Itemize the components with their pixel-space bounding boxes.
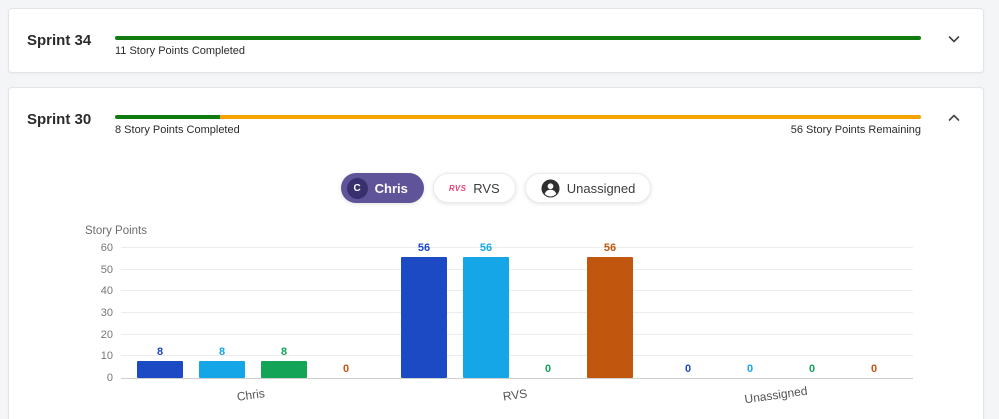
y-tick-label: 10 [100,350,113,363]
y-tick-label: 50 [100,263,113,276]
bar-slot: 0 [851,363,897,378]
sprint-title: Sprint 34 [27,32,92,49]
bar-slot: 8 [261,346,307,378]
unassigned-person-icon [541,178,560,198]
assignee-filter-legend: C Chris RVS RVS Unassigned [9,173,983,203]
bar-slot: 0 [727,363,773,378]
x-category-label: Unassigned [743,383,809,407]
legend-pill-label: Unassigned [566,180,636,196]
page: { "colors": { "completed_green": "#107c1… [0,8,999,419]
progress-completed-segment [115,36,921,40]
y-axis-title: Story Points [85,225,147,237]
rvs-logo-icon: RVS [448,183,467,193]
legend-pill-rvs[interactable]: RVS RVS [432,173,516,203]
bar-slot: 56 [463,242,509,378]
progress-labels: 8 Story Points Completed 56 Story Points… [115,124,921,136]
bar-value-label: 8 [280,345,288,358]
gridline [121,268,913,270]
gridline [121,290,913,292]
progress-bar [115,115,921,119]
bar-value-label: 0 [746,363,754,375]
bar-slot: 8 [199,346,245,378]
bar-slot: 0 [665,363,711,378]
bar-group-unassigned: 0 0 0 0 Unassigned [649,249,913,406]
legend-pill-label: RVS [473,180,500,196]
progress-labels: 11 Story Points Completed [115,45,921,57]
expand-sprint-button[interactable] [939,30,969,51]
gridline [121,312,913,313]
story-points-bar-chart: Story Points 0 10 20 30 40 50 60 8 8 8 0 Chris 56 56 0… [85,225,913,406]
sprint-card-34: Sprint 34 11 Story Points Completed [8,8,984,73]
bar-value-label: 56 [417,241,431,254]
legend-pill-label: Chris [374,180,408,196]
y-tick-label: 60 [100,242,113,254]
bar [137,360,183,378]
bar [199,360,245,378]
gridline [121,333,913,335]
bar-group-chris: 8 8 8 0 Chris [121,249,385,404]
progress-bar [115,36,921,40]
bar-value-label: 8 [218,345,226,358]
bar-value-label: 56 [479,241,493,254]
bar-slot: 56 [401,242,447,378]
progress-remaining-segment [219,115,921,119]
bar-value-label: 8 [156,345,164,358]
bar-groups: 8 8 8 0 Chris 56 56 0 56 RVS 0 0 0 0 Unassigned [121,242,913,406]
legend-pill-chris[interactable]: C Chris [340,173,424,203]
bar-value-label: 0 [342,363,350,375]
legend-pill-unassigned[interactable]: Unassigned [524,173,652,203]
collapse-sprint-button[interactable] [939,109,969,130]
sprint-title: Sprint 30 [27,111,92,128]
x-category-label: Chris [235,386,266,404]
gridline [121,247,913,248]
bar-value-label: 0 [544,363,552,375]
bar-slot: 0 [789,363,835,378]
bar-slot: 56 [587,242,633,378]
plot-area: 0 10 20 30 40 50 60 8 8 8 0 Chris 56 56 0 56 RVS 0 0 0 0 Unas… [101,242,913,406]
bar [261,360,307,378]
bar-value-label: 56 [603,241,617,254]
bar [587,256,633,378]
progress-completed-segment [115,115,220,119]
sprint-34-progress: 11 Story Points Completed [115,36,921,57]
bar [463,256,509,378]
sprint-34-header: Sprint 34 11 Story Points Completed [9,9,983,72]
chris-avatar: C [346,177,368,199]
bar-group-rvs: 56 56 0 56 RVS [385,242,649,404]
remaining-points-label: 56 Story Points Remaining [790,124,921,136]
completed-points-label: 11 Story Points Completed [115,45,246,57]
chevron-up-icon [948,114,960,121]
sprint-30-header: Sprint 30 8 Story Points Completed 56 St… [9,88,983,151]
y-tick-label: 30 [100,307,113,319]
bar-value-label: 0 [684,363,692,375]
bar-slot: 0 [525,363,571,378]
chevron-down-icon [948,36,960,43]
y-tick-label: 0 [106,372,113,384]
sprint-card-30: Sprint 30 8 Story Points Completed 56 St… [8,87,984,419]
bar-slot: 8 [137,346,183,378]
x-category-label: RVS [501,386,529,404]
bar-value-label: 0 [808,363,816,375]
completed-points-label: 8 Story Points Completed [115,124,240,136]
bar [401,256,447,378]
bar-slot: 0 [323,363,369,378]
y-tick-label: 20 [100,328,113,341]
sprint-30-progress: 8 Story Points Completed 56 Story Points… [115,115,921,136]
bar-value-label: 0 [870,363,878,375]
y-tick-label: 40 [100,285,113,298]
gridline [121,355,913,357]
